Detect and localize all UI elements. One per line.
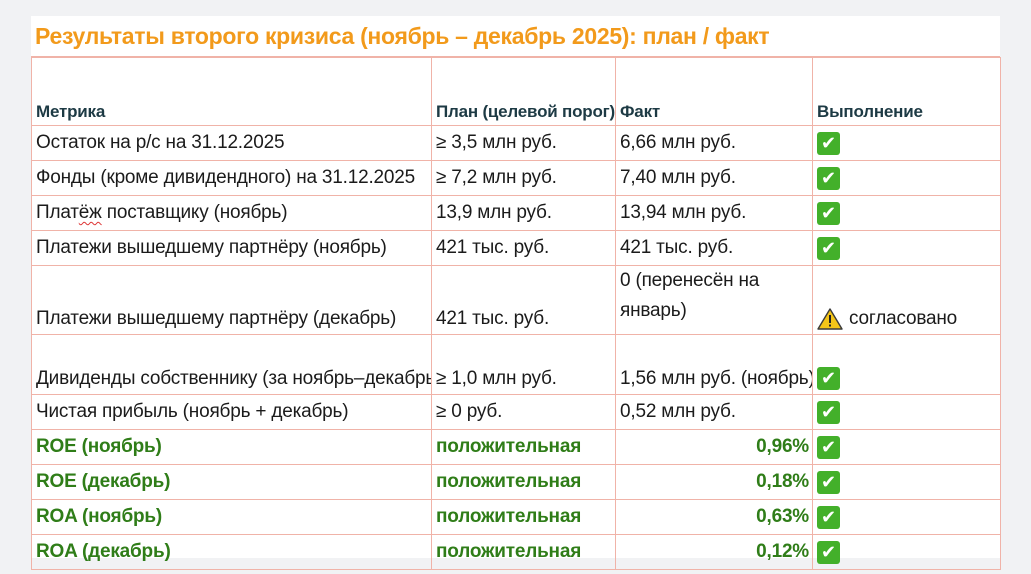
plan-cell: 421 тыс. руб.: [431, 230, 616, 266]
check-mark-icon: ✔: [817, 540, 840, 564]
fact-cell: 6,66 млн руб.: [615, 125, 813, 161]
check-mark-icon: ✔: [817, 400, 840, 424]
header-fact: Факт: [615, 57, 813, 126]
plan-cell: 13,9 млн руб.: [431, 195, 616, 231]
status-cell: ✔: [812, 160, 1001, 196]
fact-cell: 421 тыс. руб.: [615, 230, 813, 266]
table-row: Платежи вышедшему партнёру (декабрь) 421…: [31, 265, 1001, 335]
plan-cell: положительная: [431, 499, 616, 535]
plan-cell: положительная: [431, 429, 616, 465]
plan-cell: ≥ 7,2 млн руб.: [431, 160, 616, 196]
check-mark-icon: ✔: [817, 367, 840, 390]
results-sheet: Результаты второго кризиса (ноябрь – дек…: [31, 16, 1001, 570]
plan-fact-table: Метрика План (целевой порог) Факт Выполн…: [31, 57, 1001, 570]
fact-cell: 1,56 млн руб. (ноябрь): [615, 334, 813, 395]
status-cell: ✔: [812, 394, 1001, 430]
warning-triangle-icon: [817, 308, 843, 330]
metric-cell: Платежи вышедшему партнёру (ноябрь): [31, 230, 432, 266]
header-status: Выполнение: [812, 57, 1001, 126]
metric-cell: Платежи вышедшему партнёру (декабрь): [31, 265, 432, 335]
check-mark-icon: ✔: [817, 470, 840, 494]
metric-cell: Остаток на р/с на 31.12.2025: [31, 125, 432, 161]
metric-cell: Платёж поставщику (ноябрь): [31, 195, 432, 231]
fact-cell: 0,96%: [615, 429, 813, 465]
fact-cell: 0,63%: [615, 499, 813, 535]
header-metric: Метрика: [31, 57, 432, 126]
header-row: Метрика План (целевой порог) Факт Выполн…: [31, 57, 1001, 126]
fact-cell: 0,52 млн руб.: [615, 394, 813, 430]
check-mark-icon: ✔: [817, 131, 840, 155]
metric-cell: ROA (декабрь): [31, 534, 432, 570]
table-row: ROA (декабрь) положительная 0,12% ✔: [31, 534, 1001, 570]
fact-cell: 0,12%: [615, 534, 813, 570]
status-cell: ✔: [812, 195, 1001, 231]
metric-cell: Чистая прибыль (ноябрь + декабрь): [31, 394, 432, 430]
status-cell: ✔: [812, 464, 1001, 500]
table-row: Платёж поставщику (ноябрь) 13,9 млн руб.…: [31, 195, 1001, 231]
fact-cell: 7,40 млн руб.: [615, 160, 813, 196]
status-cell: ✔: [812, 429, 1001, 465]
check-mark-icon: ✔: [817, 166, 840, 190]
plan-cell: 421 тыс. руб.: [431, 265, 616, 335]
plan-cell: ≥ 3,5 млн руб.: [431, 125, 616, 161]
table-row: ROA (ноябрь) положительная 0,63% ✔: [31, 499, 1001, 535]
metric-text-part: Плат: [36, 202, 79, 223]
table-row: Платежи вышедшему партнёру (ноябрь) 421 …: [31, 230, 1001, 266]
table-row: ROE (ноябрь) положительная 0,96% ✔: [31, 429, 1001, 465]
spellcheck-underlined-text: ёж: [78, 202, 102, 223]
table-title: Результаты второго кризиса (ноябрь – дек…: [31, 16, 1000, 57]
status-cell: ✔: [812, 499, 1001, 535]
metric-text-part: поставщику (ноябрь): [101, 202, 288, 223]
table-row: Фонды (кроме дивидендного) на 31.12.2025…: [31, 160, 1001, 196]
status-cell: ✔: [812, 125, 1001, 161]
plan-cell: положительная: [431, 534, 616, 570]
check-mark-icon: ✔: [817, 435, 840, 459]
table-row: Остаток на р/с на 31.12.2025 ≥ 3,5 млн р…: [31, 125, 1001, 161]
metric-cell: Фонды (кроме дивидендного) на 31.12.2025: [31, 160, 432, 196]
metric-cell: ROE (декабрь): [31, 464, 432, 500]
plan-cell: ≥ 0 руб.: [431, 394, 616, 430]
check-mark-icon: ✔: [817, 236, 840, 260]
fact-cell: 13,94 млн руб.: [615, 195, 813, 231]
table-row: Чистая прибыль (ноябрь + декабрь) ≥ 0 ру…: [31, 394, 1001, 430]
metric-cell: Дивиденды собственнику (за ноябрь–декабр…: [31, 334, 432, 395]
plan-cell: положительная: [431, 464, 616, 500]
metric-cell: ROE (ноябрь): [31, 429, 432, 465]
check-mark-icon: ✔: [817, 505, 840, 529]
status-cell: ✔: [812, 334, 1001, 395]
status-cell: согласовано: [812, 265, 1001, 335]
plan-cell: ≥ 1,0 млн руб.: [431, 334, 616, 395]
fact-cell: 0,18%: [615, 464, 813, 500]
table-row: ROE (декабрь) положительная 0,18% ✔: [31, 464, 1001, 500]
metric-cell: ROA (ноябрь): [31, 499, 432, 535]
status-cell: ✔: [812, 230, 1001, 266]
check-mark-icon: ✔: [817, 201, 840, 225]
status-text: согласовано: [849, 307, 958, 329]
fact-cell: 0 (перенесён на январь): [615, 265, 813, 335]
header-plan: План (целевой порог): [431, 57, 616, 126]
table-row: Дивиденды собственнику (за ноябрь–декабр…: [31, 334, 1001, 395]
status-cell: ✔: [812, 534, 1001, 570]
